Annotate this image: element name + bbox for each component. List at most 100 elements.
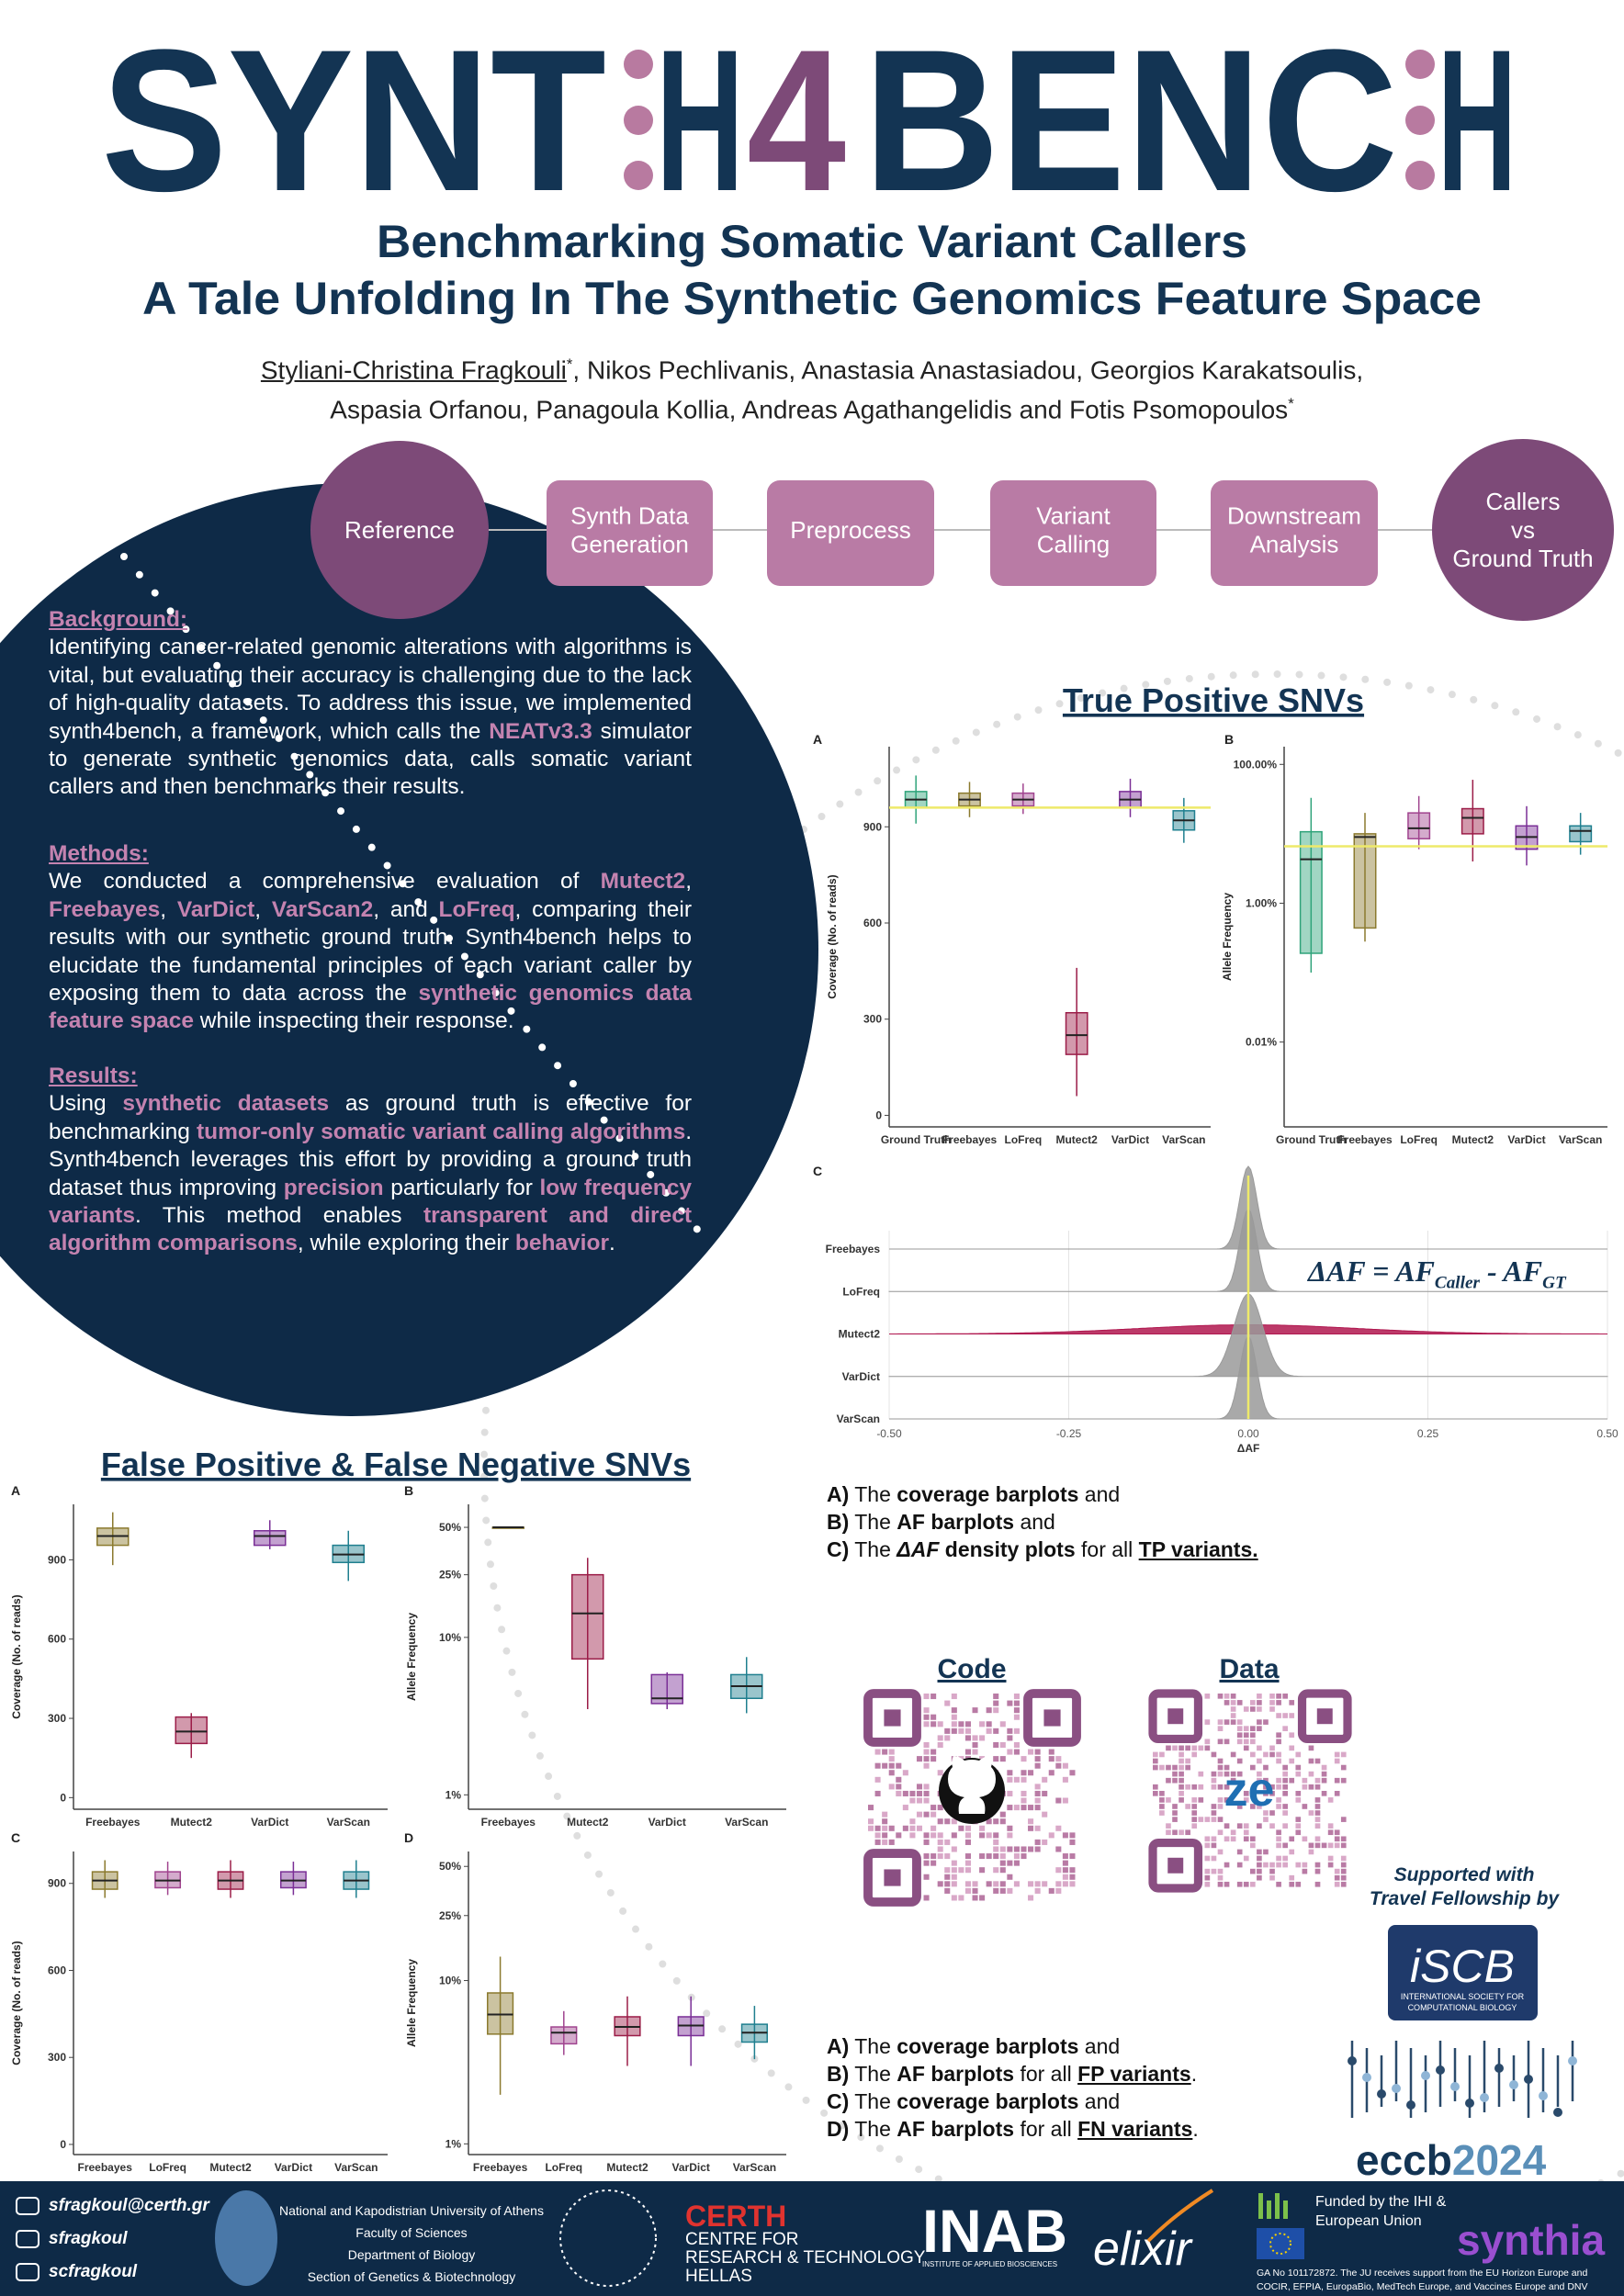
text-line: B) The AF barplots for all FP variants. (827, 2060, 1199, 2088)
qr-cell (1211, 1777, 1217, 1784)
qr-cell (1034, 1881, 1041, 1887)
qr-cell (1062, 1762, 1068, 1769)
qr-cell (1334, 1751, 1340, 1758)
text-segment: low frequency variants (49, 1175, 693, 1229)
qr-cell (944, 1818, 951, 1825)
eccb-logo: eccb2024 (1356, 2136, 1547, 2184)
qr-cell (1166, 1764, 1171, 1771)
university: Department of Biology (348, 2247, 476, 2262)
qr-cell (1159, 1797, 1165, 1803)
qr-cell (1250, 1842, 1256, 1849)
qr-cell (1224, 1739, 1230, 1745)
logo-part: H (1438, 7, 1517, 233)
qr-cell (1191, 1810, 1198, 1816)
ihi-logo (1275, 2193, 1280, 2219)
qr-cell (1204, 1739, 1211, 1745)
qr-cell (1007, 1887, 1013, 1894)
qr-cell (1034, 1762, 1041, 1769)
qr-cell (958, 1867, 964, 1874)
qr-cell (1055, 1797, 1062, 1804)
box (1065, 1011, 1088, 1055)
x-tick-label: LoFreq (1004, 1133, 1042, 1146)
qr-cell (999, 1853, 1006, 1860)
qr-cell (964, 1825, 971, 1831)
text-line: C) The coverage barplots and (827, 2088, 1199, 2115)
qr-cell (1153, 1758, 1158, 1764)
qr-cell (1243, 1745, 1249, 1751)
y-tick-label: 600 (48, 1633, 66, 1646)
qr-cell (1159, 1751, 1165, 1758)
qr-cell (1295, 1764, 1302, 1771)
qr-cell (1282, 1784, 1288, 1790)
y-tick-label: 0.01% (1246, 1036, 1277, 1049)
qr-cell (1257, 1823, 1262, 1829)
logo-part: 4 (747, 7, 846, 233)
qr-cell (1179, 1829, 1184, 1836)
qr-cell (972, 1895, 978, 1901)
qr-cell (1269, 1862, 1275, 1868)
qr-cell (888, 1756, 895, 1762)
qr-cell (1308, 1849, 1314, 1855)
text-segment: and (1014, 1510, 1055, 1534)
text-segment: AF barplots (897, 1510, 1015, 1534)
qr-cell (1013, 1707, 1020, 1714)
qr-cell (1204, 1745, 1211, 1751)
elixir-logo: elixir (1093, 2223, 1194, 2276)
qr-cell (1172, 1764, 1178, 1771)
qr-cell (1224, 1719, 1230, 1725)
qr-cell (1308, 1842, 1314, 1849)
qr-cell (909, 1790, 916, 1796)
qr-cell (923, 1797, 930, 1804)
text-segment: C) (827, 1537, 850, 1561)
qr-cell (1179, 1758, 1184, 1764)
text-segment: The (849, 2089, 897, 2113)
workflow-label: Analysis (1250, 531, 1339, 558)
qr-cell (1282, 1764, 1288, 1771)
qr-cell (1069, 1832, 1076, 1839)
qr-cell (1269, 1791, 1275, 1796)
certh-logo: HELLAS (685, 2267, 752, 2286)
qr-cell (1224, 1823, 1230, 1829)
qr-cell (923, 1741, 930, 1749)
y-tick-label: 600 (863, 917, 882, 929)
text-line: Aspasia Orfanou, Panagoula Kollia, Andre… (0, 387, 1624, 426)
logo-dot (624, 106, 653, 135)
qr-cell (1230, 1829, 1236, 1836)
qr-cell (1257, 1726, 1262, 1731)
panel-label: C (813, 1164, 822, 1178)
link-heading: Code (938, 1654, 1007, 1684)
funding-note: GA No 101172872. The JU receives support… (1257, 2268, 1587, 2279)
qr-cell (993, 1818, 999, 1825)
qr-cell (1289, 1732, 1295, 1739)
qr-cell (1314, 1862, 1321, 1868)
qr-cell (986, 1881, 992, 1887)
qr-cell (930, 1832, 937, 1839)
qr-cell (979, 1825, 986, 1831)
text-segment: for all (1014, 2117, 1078, 2141)
qr-cell (1230, 1771, 1236, 1777)
x-tick-label: VarDict (1507, 1133, 1545, 1146)
qr-cell (1276, 1784, 1281, 1790)
qr-cell (1191, 1817, 1198, 1822)
qr-cell (1185, 1758, 1190, 1764)
qr-cell (993, 1832, 999, 1839)
logo-dot (624, 161, 653, 190)
qr-cell (1295, 1829, 1302, 1836)
text-segment: The (849, 2117, 897, 2141)
qr-cell (1217, 1771, 1224, 1777)
qr-cell (1282, 1810, 1288, 1816)
qr-cell (937, 1721, 943, 1728)
qr-cell (896, 1832, 902, 1839)
text-segment: VarDict (176, 896, 255, 922)
text-segment: ΔAF (897, 1537, 940, 1561)
text-segment: AF barplots (897, 2117, 1015, 2141)
qr-cell (937, 1881, 943, 1887)
qr-cell (1257, 1777, 1262, 1784)
qr-cell (1282, 1804, 1288, 1809)
logo-part: BENC (863, 7, 1398, 233)
workflow-label: Preprocess (790, 516, 911, 544)
logo-dot (1405, 50, 1435, 79)
qr-cell (1263, 1817, 1269, 1822)
qr-finder (863, 1849, 921, 1907)
qr-cell (1327, 1842, 1334, 1849)
